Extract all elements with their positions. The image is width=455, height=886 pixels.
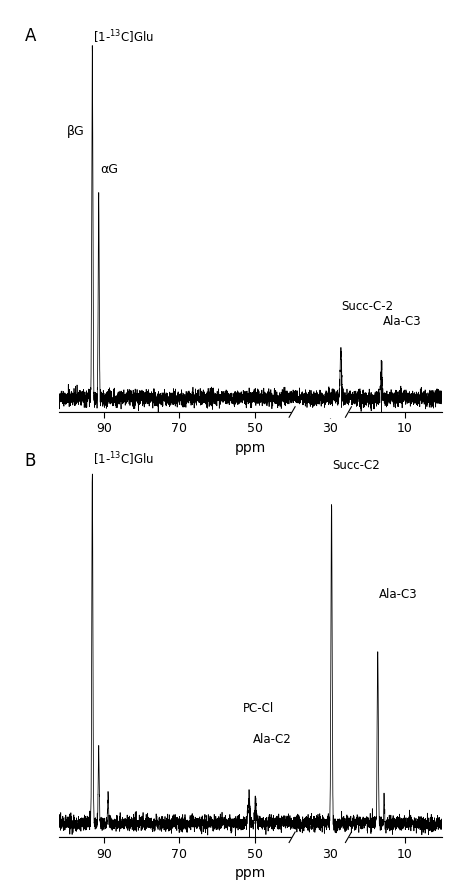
Bar <box>292 408 348 417</box>
Text: A: A <box>25 27 36 45</box>
Text: αG: αG <box>100 163 117 175</box>
Text: [1-$^{13}$C]Glu: [1-$^{13}$C]Glu <box>93 28 153 46</box>
Text: B: B <box>25 453 36 470</box>
Text: Ala-C3: Ala-C3 <box>382 315 421 328</box>
Text: Ala-C2: Ala-C2 <box>252 733 291 746</box>
X-axis label: ppm: ppm <box>235 867 266 881</box>
Bar <box>292 834 348 843</box>
Text: Succ-C2: Succ-C2 <box>332 459 379 471</box>
Text: βG: βG <box>67 125 85 137</box>
Text: [1-$^{13}$C]Glu: [1-$^{13}$C]Glu <box>93 450 153 468</box>
Text: PC-Cl: PC-Cl <box>243 703 274 715</box>
Text: Ala-C3: Ala-C3 <box>379 588 417 601</box>
Text: Succ-C-2: Succ-C-2 <box>341 300 393 313</box>
X-axis label: ppm: ppm <box>235 441 266 455</box>
